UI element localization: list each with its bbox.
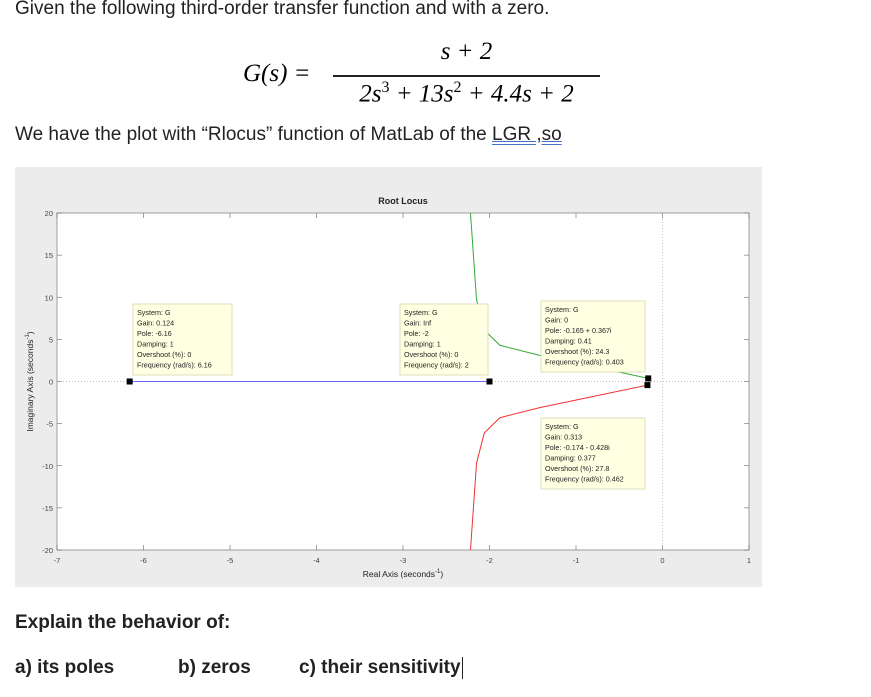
datatip-line: Gain: Inf bbox=[404, 319, 431, 328]
datatip-line: System: G bbox=[404, 308, 438, 317]
eq-exponent: 2 bbox=[453, 79, 462, 96]
question-heading: Explain the behavior of: bbox=[15, 612, 231, 633]
y-tick-label: 5 bbox=[49, 335, 53, 344]
y-tick-label: -10 bbox=[42, 462, 53, 471]
datatip-line: System: G bbox=[137, 308, 171, 317]
datatip-box bbox=[540, 300, 646, 373]
datatip-line: Pole: -2 bbox=[404, 329, 429, 338]
datatip-line: Pole: -0.165 + 0.367i bbox=[545, 326, 612, 335]
y-tick-label: 10 bbox=[45, 293, 53, 302]
y-tick-label: 20 bbox=[45, 209, 53, 218]
datatip-line: System: G bbox=[545, 422, 579, 431]
eq-term: + 13s bbox=[389, 80, 454, 108]
plot-title: Root Locus bbox=[378, 196, 428, 206]
x-tick-label: 1 bbox=[747, 556, 751, 565]
datatip-marker bbox=[126, 378, 133, 385]
x-tick-label: -7 bbox=[54, 556, 61, 565]
x-tick-label: -1 bbox=[573, 556, 580, 565]
datatip-line: Pole: -0.174 - 0.428i bbox=[545, 443, 610, 452]
question-item: b) zeros bbox=[178, 657, 251, 678]
datatip-line: System: G bbox=[545, 305, 579, 314]
datatip-marker bbox=[644, 382, 651, 389]
datatip-line: Frequency (rad/s): 2 bbox=[404, 361, 469, 370]
question-item: c) their sensitivity bbox=[299, 657, 463, 679]
x-axis-label-end: ) bbox=[440, 569, 443, 579]
y-tick-label: -15 bbox=[42, 504, 53, 513]
datatip-line: Frequency (rad/s): 0.462 bbox=[545, 475, 624, 484]
datatip-line: Overshoot (%): 24.3 bbox=[545, 347, 609, 356]
x-tick-label: -2 bbox=[486, 556, 493, 565]
datatip-marker bbox=[486, 378, 493, 385]
eq-denominator: 2s3 + 13s2 + 4.4s + 2 bbox=[333, 79, 600, 108]
datatip-line: Damping: 1 bbox=[137, 340, 174, 349]
intro: Given the following third-order transfer… bbox=[15, 0, 550, 19]
x-axis-label: Real Axis (seconds-1) bbox=[363, 569, 444, 579]
datatip-line: Damping: 1 bbox=[404, 340, 441, 349]
datatip-line: Overshoot (%): 0 bbox=[404, 350, 458, 359]
datatip-line: Gain: 0.313 bbox=[545, 433, 582, 442]
x-tick-label: -3 bbox=[400, 556, 407, 565]
datatip-line: Pole: -6.16 bbox=[137, 329, 172, 338]
datatip-line: Damping: 0.41 bbox=[545, 337, 592, 346]
datatip-line: Overshoot (%): 27.8 bbox=[545, 464, 609, 473]
x-tick-label: -5 bbox=[227, 556, 234, 565]
eq-numerator: s + 2 bbox=[440, 38, 493, 65]
eq-term: 2s bbox=[359, 80, 382, 108]
datatip-box bbox=[132, 303, 233, 376]
datatip-line: Damping: 0.377 bbox=[545, 454, 596, 463]
datatip-line: Overshoot (%): 0 bbox=[137, 350, 191, 359]
fraction-bar bbox=[333, 75, 600, 77]
x-tick-label: -4 bbox=[313, 556, 320, 565]
locus-branch bbox=[469, 384, 648, 551]
y-axis-label-end: ) bbox=[25, 331, 35, 334]
question-item: a) its poles bbox=[15, 657, 115, 678]
root-locus-plot: Root Locus-7 -6 -5 -4 -3 -2 -1 0 1-20-15-10-5051… bbox=[15, 167, 762, 587]
datatip-marker bbox=[645, 375, 652, 382]
y-axis-label-sup: -1 bbox=[25, 334, 31, 340]
x-tick-label: 0 bbox=[660, 556, 664, 565]
datatip-box bbox=[540, 417, 646, 490]
eq-lhs: G(s) = bbox=[243, 60, 311, 87]
y-axis-label: Imaginary Axis (seconds-1) bbox=[25, 331, 35, 431]
datatip-box bbox=[399, 303, 489, 376]
datatip-line: Frequency (rad/s): 6.16 bbox=[137, 361, 212, 370]
y-tick-label: 0 bbox=[49, 378, 53, 387]
x-axis-label-sup: -1 bbox=[435, 569, 441, 575]
datatip-line: Frequency (rad/s): 0.403 bbox=[545, 358, 624, 367]
plot-intro-underlined: LGR ,so bbox=[492, 124, 562, 145]
y-tick-label: 15 bbox=[45, 251, 53, 260]
eq-exponent: 3 bbox=[381, 79, 390, 96]
datatip-line: Gain: 0.124 bbox=[137, 319, 174, 328]
datatip-line: Gain: 0 bbox=[545, 316, 568, 325]
y-tick-label: -20 bbox=[42, 546, 53, 555]
plot-intro-text: We have the plot with “Rlocus” function … bbox=[15, 124, 493, 145]
x-axis-label-text: Real Axis (seconds bbox=[363, 569, 435, 579]
x-tick-label: -6 bbox=[140, 556, 147, 565]
eq-term: + 4.4s + 2 bbox=[461, 80, 574, 108]
y-tick-label: -5 bbox=[46, 420, 53, 429]
y-axis-label-text: Imaginary Axis (seconds bbox=[25, 340, 35, 432]
plot-intro: We have the plot with “Rlocus” function … bbox=[15, 124, 562, 146]
